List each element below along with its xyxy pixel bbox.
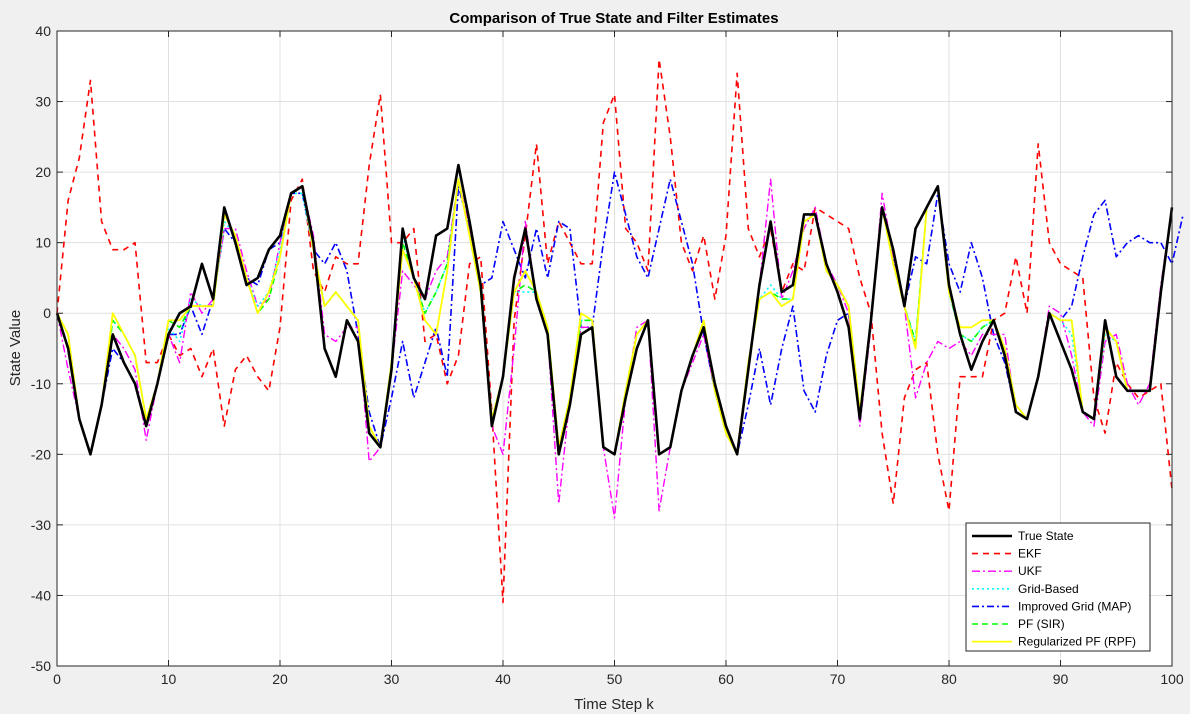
legend-entry: EKF (1018, 547, 1041, 561)
legend-entry: UKF (1018, 564, 1042, 578)
x-tick-label: 100 (1160, 671, 1184, 687)
y-tick-label: -30 (31, 517, 51, 533)
x-axis-label: Time Step k (574, 696, 654, 713)
y-axis-label: State Value (7, 310, 24, 386)
x-tick-label: 70 (830, 671, 846, 687)
chart-title: Comparison of True State and Filter Esti… (449, 10, 778, 27)
y-tick-label: 0 (43, 305, 51, 321)
legend-entry: PF (SIR) (1018, 617, 1065, 631)
series-line-ekf (56, 58, 1173, 604)
legend-entry: True State (1018, 529, 1074, 543)
x-tick-label: 60 (718, 671, 734, 687)
grid-lines (56, 30, 1173, 667)
legend-entry: Grid-Based (1018, 582, 1079, 596)
y-tick-label: -10 (31, 376, 51, 392)
x-tick-label: 80 (941, 671, 957, 687)
y-tick-label: 10 (35, 235, 51, 251)
legend: True State EKF UKF Grid-Based Improved Grid … (965, 522, 1151, 652)
x-tick-label: 20 (272, 671, 288, 687)
y-tick-label: -20 (31, 446, 51, 462)
x-tick-label: 40 (495, 671, 511, 687)
series-line-true-state (55, 163, 1174, 456)
legend-box (965, 522, 1151, 652)
plot-frame (56, 30, 1173, 667)
series-line-ukf (56, 178, 1173, 519)
series-lines (55, 58, 1184, 604)
x-tick-label: 0 (53, 671, 61, 687)
x-tick-label: 50 (607, 671, 623, 687)
y-tick-label: -50 (31, 658, 51, 674)
x-tick-label: 30 (384, 671, 400, 687)
legend-entry: Improved Grid (MAP) (1018, 599, 1131, 613)
x-tick-label: 90 (1053, 671, 1069, 687)
y-tick-label: 40 (35, 23, 51, 39)
tick-labels: 0 10 20 30 40 50 60 70 80 90 100403020100-10-20-30… (31, 23, 1184, 687)
y-tick-label: 20 (35, 164, 51, 180)
x-tick-label: 10 (161, 671, 177, 687)
y-tick-label: -40 (31, 587, 51, 603)
legend-entry: Regularized PF (RPF) (1018, 635, 1136, 649)
y-tick-label: 30 (35, 94, 51, 110)
